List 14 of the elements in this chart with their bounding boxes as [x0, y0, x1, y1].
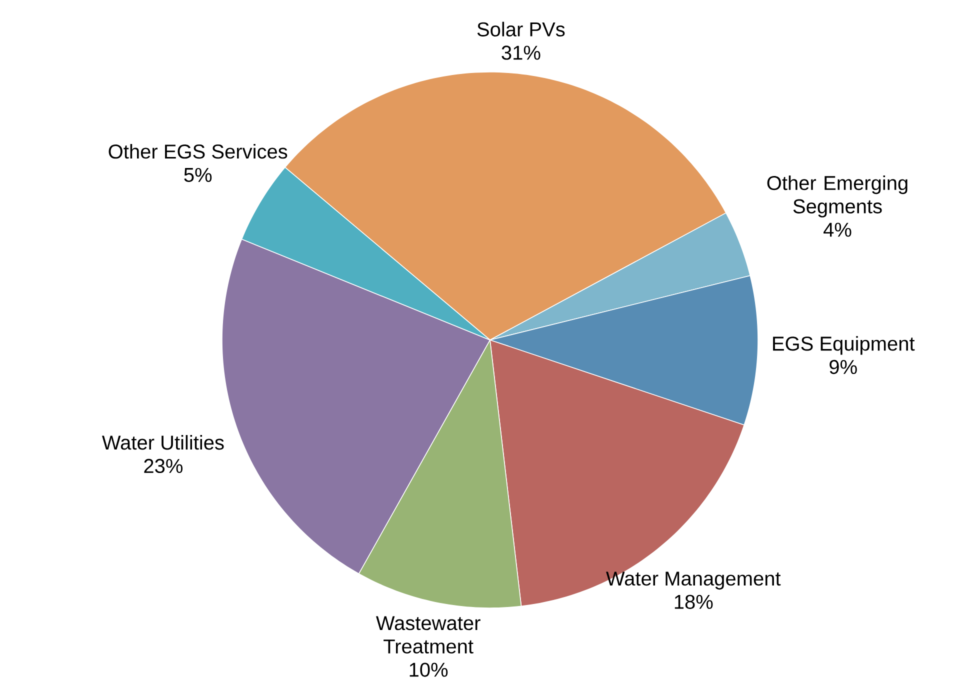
slice-label: Wastewater Treatment — [376, 616, 480, 654]
data-label: 10% — [410, 662, 448, 677]
data-label: 31% — [502, 46, 540, 60]
slice-label: EGS Equipment — [773, 336, 915, 355]
slice-label: Water Utilities — [102, 435, 224, 450]
slice-label: Other EGS Services — [108, 144, 288, 159]
slice-label: Solar PVs — [477, 22, 565, 36]
data-label: 4% — [824, 222, 852, 237]
data-label: 23% — [144, 458, 183, 474]
data-label: 18% — [674, 594, 713, 609]
slice-label: Other Emerging Segments — [767, 175, 908, 218]
data-label: 5% — [184, 168, 212, 182]
data-label: 9% — [830, 360, 857, 374]
slice-label: Water Management — [606, 572, 781, 590]
